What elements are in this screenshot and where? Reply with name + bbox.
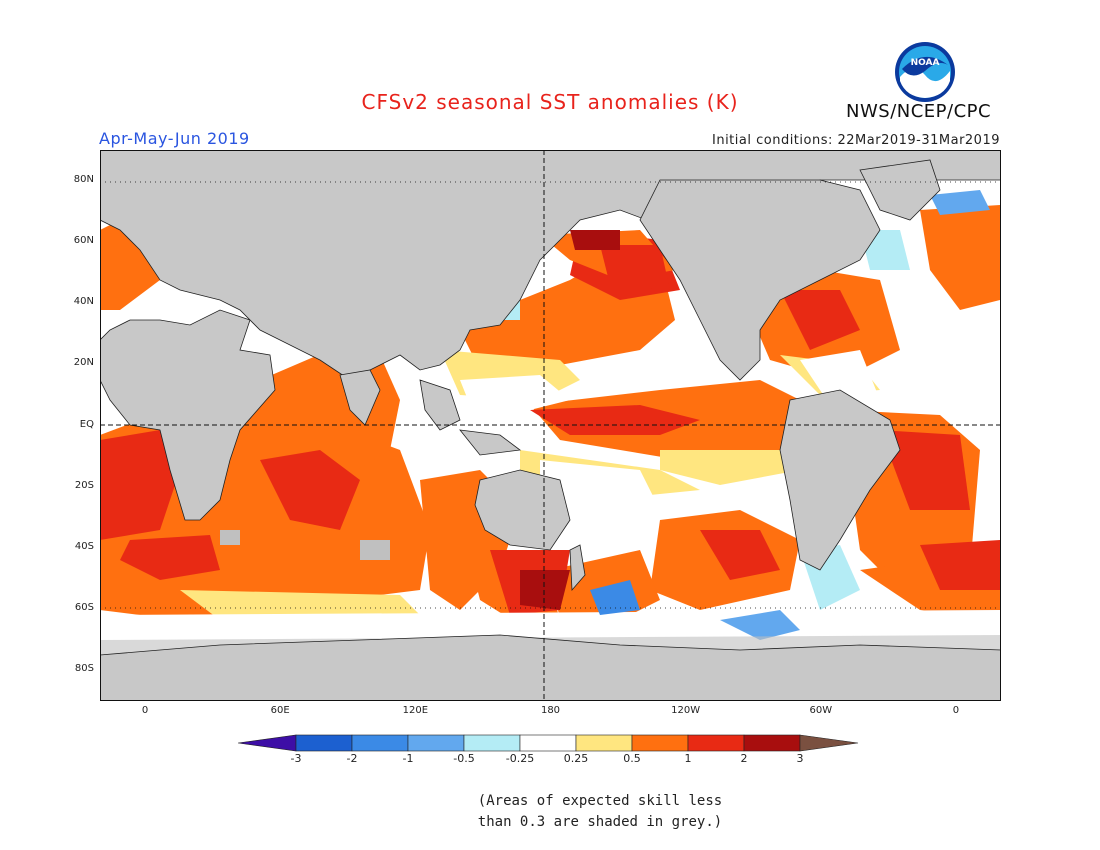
colorbar-swatch [519,734,577,752]
lat-label: EQ [79,418,94,430]
colorbar-tick-label: -0.25 [505,752,535,765]
colorbar-tick-label: 0.5 [623,752,641,765]
lat-label: 20N [73,357,94,369]
lon-label: 0 [141,705,149,716]
noaa-logo: NOAA [895,42,955,102]
colorbar-swatch [743,734,801,752]
colorbar-tick-label: 2 [740,752,748,765]
land-masses [100,150,1001,701]
lat-label: 40S [74,540,94,552]
lat-label: 20S [74,479,94,491]
lon-label: 120E [402,705,429,716]
footnote-line-1: (Areas of expected skill less [477,793,723,809]
colorbar-tick-label: -0.5 [453,752,475,765]
sst-anomaly-map [100,150,1001,701]
colorbar-swatch [463,734,521,752]
lon-label: 0 [952,705,960,716]
lon-label: 60W [809,705,833,716]
lat-label: 40N [73,296,94,308]
lat-label: 80S [74,663,94,675]
colorbar-swatch [631,734,689,752]
lon-label: 120W [671,705,701,716]
colorbar-tick-label: 0.25 [563,752,589,765]
lat-label: 60S [74,602,94,614]
colorbar-tick-label: 1 [684,752,692,765]
lat-label: 80N [73,173,94,185]
colorbar-swatch [575,734,633,752]
colorbar-swatch [407,734,465,752]
colorbar [238,734,859,752]
colorbar-swatch [351,734,409,752]
lon-label: 180 [540,705,561,716]
logo-text: NOAA [911,58,940,68]
colorbar-max-arrow [799,734,859,752]
colorbar-tick-label: 3 [796,752,804,765]
season-label: Apr-May-Jun 2019 [99,129,250,148]
lat-label: 60N [73,234,94,246]
agency-label: NWS/NCEP/CPC [846,101,992,122]
colorbar-tick-label: -1 [402,752,414,765]
colorbar-swatch [295,734,353,752]
colorbar-swatch [687,734,745,752]
colorbar-tick-label: -2 [346,752,358,765]
initial-conditions-label: Initial conditions: 22Mar2019-31Mar2019 [712,133,1000,148]
colorbar-min-arrow [238,734,297,752]
lon-label: 60E [270,705,290,716]
skill-footnote: (Areas of expected skill less than 0.3 a… [470,791,730,833]
footnote-line-2: than 0.3 are shaded in grey.) [477,814,723,830]
chart-title: CFSv2 seasonal SST anomalies (K) [361,90,739,114]
colorbar-tick-label: -3 [290,752,302,765]
map-frame [100,150,1001,701]
